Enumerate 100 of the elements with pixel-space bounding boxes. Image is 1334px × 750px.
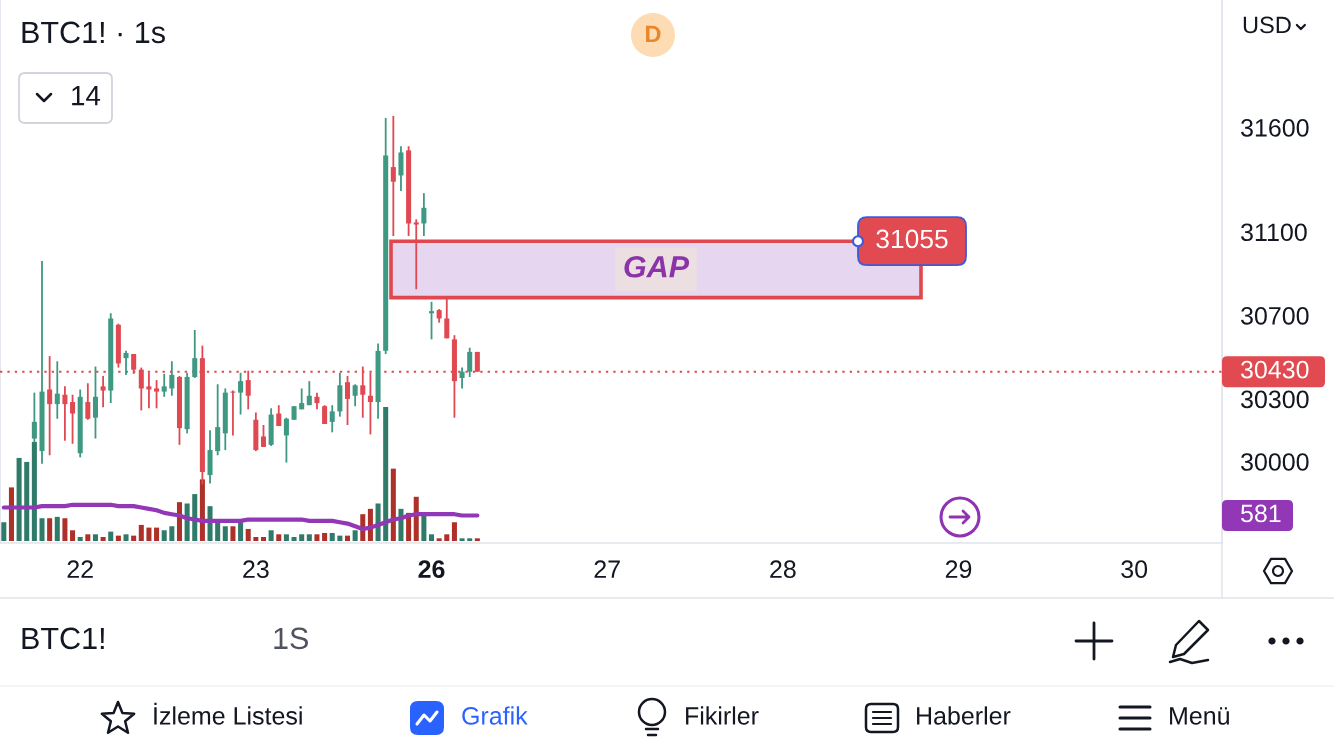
x-tick-label: 28 (770, 560, 796, 579)
bar (390, 468, 396, 541)
candlestick (360, 365, 366, 419)
bar (108, 531, 114, 541)
band-label: GAP (624, 255, 690, 278)
bar (299, 534, 305, 541)
y-tick-label: 30000 (1241, 453, 1309, 471)
text: Fikirler (686, 706, 759, 725)
candlestick (467, 346, 473, 378)
bar (192, 494, 198, 541)
candlestick (169, 360, 175, 397)
candlestick (70, 393, 76, 445)
y-tick-label: 30700 (1241, 306, 1309, 325)
bar (322, 532, 328, 541)
bar (62, 518, 68, 541)
x-tick-label: 22 (67, 560, 93, 578)
bar (54, 516, 60, 541)
bar (123, 534, 129, 541)
bar (291, 536, 297, 541)
candlestick (352, 383, 358, 408)
bar (70, 530, 76, 541)
bar (451, 522, 457, 541)
candlestick (429, 300, 435, 341)
bar (115, 535, 121, 541)
bar (100, 536, 106, 541)
bar (169, 526, 175, 541)
bar (1, 522, 7, 541)
text: Grafik (462, 706, 528, 725)
annotation: 31055 (876, 229, 948, 249)
candlestick (344, 375, 351, 426)
candlestick (123, 349, 129, 376)
candlestick (459, 366, 465, 390)
candlestick (230, 389, 236, 437)
bar (459, 538, 465, 541)
bar (429, 534, 435, 541)
candlestick (322, 404, 328, 425)
bar (24, 461, 30, 541)
candlestick (92, 365, 98, 440)
candlestick (54, 360, 60, 420)
bar (161, 530, 167, 541)
text: İzleme Listesi (154, 702, 302, 725)
annotation: D (646, 25, 661, 43)
candlestick (138, 366, 144, 412)
bar (352, 530, 358, 541)
candlestick (283, 416, 289, 464)
candlestick (238, 371, 244, 416)
text: 1S (274, 627, 308, 650)
bar (253, 536, 259, 541)
text: BTC1! (22, 627, 104, 650)
bar (314, 534, 320, 541)
candlestick (192, 329, 198, 379)
bar (39, 518, 45, 541)
bar (306, 534, 312, 541)
bar (16, 457, 22, 541)
bar (85, 534, 91, 541)
x-tick-label: 26 (418, 560, 445, 579)
bar (222, 526, 228, 541)
bar (92, 534, 98, 541)
x-tick-label: 23 (243, 560, 269, 579)
bar (276, 534, 282, 541)
bar (444, 534, 450, 541)
bar (260, 536, 267, 541)
bar (8, 487, 14, 541)
y-tick-label: 31600 (1241, 119, 1309, 137)
annotation: 14 (72, 86, 101, 106)
bar (146, 527, 152, 541)
text: BTC1! · 1s (22, 21, 165, 44)
candlestick (161, 372, 167, 398)
candlestick (62, 385, 68, 442)
candlestick (329, 404, 335, 434)
bar (154, 527, 160, 541)
bar (138, 524, 144, 541)
x-tick-label: 30 (1121, 560, 1148, 579)
y-tick-label: 30300 (1241, 390, 1309, 409)
bar (245, 528, 251, 541)
y-tick-label: 31100 (1241, 223, 1307, 242)
bar (421, 515, 427, 541)
ref-line-label: 30430 (1240, 360, 1309, 379)
text: Menü (1170, 707, 1229, 725)
bar (268, 530, 274, 541)
bar (283, 534, 289, 541)
bar (230, 526, 236, 541)
x-tick-label: 29 (945, 560, 972, 579)
candlestick (100, 375, 106, 409)
y-axis-title: USD (1243, 16, 1291, 34)
bar (77, 536, 83, 541)
bar (474, 538, 480, 541)
bar (337, 535, 343, 541)
candlestick (398, 145, 404, 192)
bar (383, 407, 389, 541)
candlestick (421, 192, 427, 237)
text: Haberler (917, 706, 1011, 725)
text: 581 (1241, 504, 1281, 523)
candlestick (260, 424, 267, 448)
bar (131, 535, 137, 541)
bar (238, 522, 244, 541)
bar (47, 518, 53, 541)
bar (329, 532, 335, 541)
candlestick (154, 379, 160, 410)
x-tick-label: 27 (594, 560, 620, 578)
